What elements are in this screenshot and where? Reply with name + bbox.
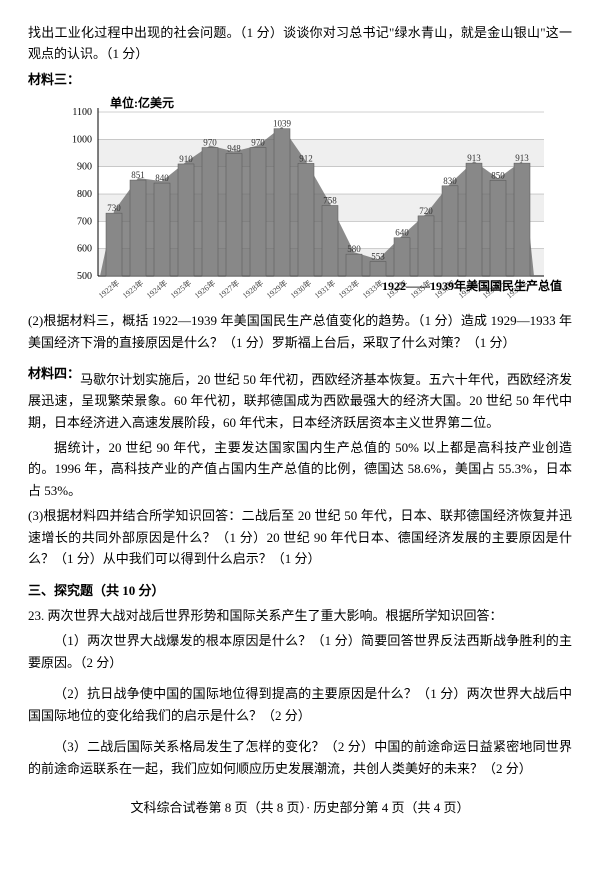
svg-text:1925年: 1925年 (168, 278, 193, 301)
material4-body2: 据统计，20 世纪 90 年代，主要发达国家国内生产总值的 50% 以上都是高科… (28, 437, 572, 501)
svg-text:1929年: 1929年 (264, 278, 289, 301)
chart-unit-label: 单位:亿美元 (110, 94, 174, 114)
material3-heading: 材料三： (28, 69, 572, 90)
q23-2: （2）抗日战争使中国的国际地位得到提高的主要原因是什么？（1 分）两次世界大战后… (28, 683, 572, 726)
svg-text:500: 500 (77, 271, 92, 282)
svg-text:800: 800 (77, 189, 92, 200)
q23-3: （3）二战后国际关系格局发生了怎样的变化？（2 分）中国的前途命运日益紧密地同世… (28, 736, 572, 779)
svg-text:910: 910 (179, 154, 193, 164)
svg-text:970: 970 (251, 138, 265, 148)
gnp-chart: 单位:亿美元 500 600 700 800 900 1000 1100 730 1922年 85… (50, 94, 550, 304)
svg-text:640: 640 (395, 228, 409, 238)
svg-text:913: 913 (467, 153, 481, 163)
svg-text:1927年: 1927年 (216, 278, 241, 301)
svg-text:851: 851 (131, 170, 145, 180)
svg-text:948: 948 (227, 144, 241, 154)
svg-text:600: 600 (77, 244, 92, 255)
svg-text:850: 850 (491, 171, 505, 181)
svg-text:1922年: 1922年 (96, 278, 121, 301)
gnp-chart-svg: 500 600 700 800 900 1000 1100 730 1922年 851 1923年 8… (50, 94, 550, 304)
material3-question: (2)根据材料三，概括 1922—1939 年美国国民生产总值变化的趋势。（1 … (28, 310, 572, 353)
svg-text:1926年: 1926年 (192, 278, 217, 301)
svg-text:1928年: 1928年 (240, 278, 265, 301)
svg-text:900: 900 (77, 162, 92, 173)
svg-text:700: 700 (77, 217, 92, 228)
svg-text:553: 553 (371, 252, 385, 262)
svg-text:1000: 1000 (72, 135, 92, 146)
svg-text:913: 913 (515, 153, 529, 163)
q23-1: （1）两次世界大战爆发的根本原因是什么？（1 分）简要回答世界反法西斯战争胜利的… (28, 630, 572, 673)
material4-body1: 材料四：马歇尔计划实施后，20 世纪 50 年代初，西欧经济基本恢复。五六十年代… (28, 369, 572, 433)
svg-text:720: 720 (419, 206, 433, 216)
svg-text:580: 580 (347, 244, 361, 254)
svg-text:1100: 1100 (72, 107, 92, 118)
svg-text:1931年: 1931年 (312, 278, 337, 301)
q23-intro: 23. 两次世界大战对战后世界形势和国际关系产生了重大影响。根据所学知识回答： (28, 605, 572, 626)
section3-heading: 三、探究题（共 10 分） (28, 580, 572, 601)
page-footer: 文科综合试卷第 8 页（共 8 页）· 历史部分第 4 页（共 4 页） (28, 797, 572, 818)
svg-text:758: 758 (323, 196, 337, 206)
svg-text:830: 830 (443, 176, 457, 186)
svg-text:912: 912 (299, 154, 313, 164)
svg-text:730: 730 (107, 203, 121, 213)
svg-text:970: 970 (203, 138, 217, 148)
chart-caption: 1922——1939年美国国民生产总值 (382, 277, 562, 297)
svg-text:840: 840 (155, 173, 169, 183)
svg-text:1924年: 1924年 (144, 278, 169, 301)
svg-text:1039: 1039 (273, 119, 292, 129)
svg-text:1923年: 1923年 (120, 278, 145, 301)
svg-text:1932年: 1932年 (336, 278, 361, 301)
material4-question: (3)根据材料四并结合所学知识回答：二战后至 20 世纪 50 年代，日本、联邦… (28, 505, 572, 569)
svg-text:1930年: 1930年 (288, 278, 313, 301)
intro-paragraph: 找出工业化过程中出现的社会问题。（1 分）谈谈你对习总书记"绿水青山，就是金山银… (28, 22, 572, 65)
